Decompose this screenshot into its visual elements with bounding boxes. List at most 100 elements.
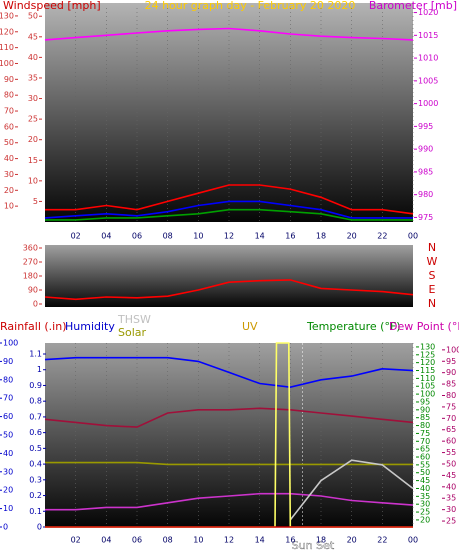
y-tick-label: 125 bbox=[420, 350, 435, 359]
x-tick-label: 12 bbox=[224, 536, 234, 545]
y-tick-label: 30 bbox=[28, 94, 38, 103]
y-tick-label: 10 bbox=[28, 176, 38, 185]
series-line bbox=[44, 200, 413, 219]
y-tick-label: 120 bbox=[0, 27, 14, 36]
y-tick-label: 0 bbox=[37, 523, 42, 532]
x-tick-label: 14 bbox=[255, 232, 265, 241]
legend-entry: Rainfall (.in) bbox=[0, 320, 67, 333]
y-tick-label: 50 bbox=[446, 459, 456, 468]
x-tick-label: 16 bbox=[285, 232, 295, 241]
x-tick-label: 06 bbox=[132, 232, 142, 241]
compass-label: N bbox=[428, 297, 436, 310]
y-tick-label: 75 bbox=[420, 429, 430, 438]
x-tick-label: 18 bbox=[316, 536, 326, 545]
y-tick-label: 90 bbox=[420, 405, 430, 414]
x-tick-label: 02 bbox=[71, 536, 81, 545]
y-tick-label: 70 bbox=[3, 394, 13, 403]
y-tick-label: 45 bbox=[446, 471, 456, 480]
y-tick-label: 30 bbox=[420, 500, 430, 509]
x-tick-label: 02 bbox=[71, 232, 81, 241]
y-tick-label: 40 bbox=[446, 482, 456, 491]
y-tick-label: 0.1 bbox=[29, 507, 42, 516]
y-label: Windspeed [mph] bbox=[3, 0, 101, 12]
legend-entry: Solar bbox=[118, 326, 147, 339]
x-tick-label: 22 bbox=[377, 232, 387, 241]
y-tick-label: 100 bbox=[0, 59, 14, 68]
y-tick-label: 60 bbox=[420, 453, 430, 462]
y-tick-label: 80 bbox=[4, 91, 14, 100]
legend-entry: Humidity bbox=[65, 320, 115, 333]
y-tick-label: 50 bbox=[420, 468, 430, 477]
x-tick-label: 04 bbox=[101, 232, 111, 241]
y-tick-label: 130 bbox=[0, 11, 14, 20]
series-line bbox=[44, 356, 414, 389]
x-tick-label: 20 bbox=[347, 536, 357, 545]
y-tick-label: 105 bbox=[420, 382, 435, 391]
y2-label: Barometer [mb] bbox=[369, 0, 457, 12]
y-tick-label: 0.2 bbox=[29, 491, 42, 500]
y-tick-label: 0 bbox=[33, 300, 38, 309]
y-tick-label: 65 bbox=[446, 425, 456, 434]
y-tick-label: 1010 bbox=[418, 54, 438, 63]
y-tick-label: 35 bbox=[420, 492, 430, 501]
y-tick-label: 20 bbox=[4, 186, 14, 195]
y-tick-label: 80 bbox=[446, 391, 456, 400]
y-tick-label: 40 bbox=[420, 484, 430, 493]
x-tick-label: 10 bbox=[193, 232, 203, 241]
y-tick-label: 30 bbox=[3, 467, 13, 476]
y-tick-label: 80 bbox=[3, 375, 13, 384]
y-tick-label: 0.4 bbox=[29, 460, 42, 469]
x-tick-label: 16 bbox=[285, 536, 295, 545]
y-tick-label: 70 bbox=[446, 414, 456, 423]
y-tick-label: 20 bbox=[28, 135, 38, 144]
y-tick-label: 45 bbox=[28, 32, 38, 41]
x-tick-label: 12 bbox=[224, 232, 234, 241]
x-tick-label: 08 bbox=[163, 536, 173, 545]
y-tick-label: 20 bbox=[3, 486, 13, 495]
y-tick-label: 980 bbox=[418, 190, 433, 199]
y-tick-label: 115 bbox=[420, 366, 435, 375]
y-tick-label: 1020 bbox=[418, 8, 438, 17]
y-tick-label: 1000 bbox=[418, 99, 438, 108]
series-line bbox=[45, 184, 414, 215]
y-tick-label: 50 bbox=[4, 138, 14, 147]
compass-label: E bbox=[429, 283, 436, 296]
y-tick-label: 1 bbox=[37, 365, 42, 374]
x-tick-label: 18 bbox=[316, 232, 326, 241]
y-tick-label: 130 bbox=[420, 342, 435, 351]
x-tick-label: 08 bbox=[163, 232, 173, 241]
x-tick-label: 20 bbox=[347, 232, 357, 241]
y-tick-label: 110 bbox=[0, 43, 14, 52]
y-tick-label: 65 bbox=[420, 445, 430, 454]
y-tick-label: 90 bbox=[4, 75, 14, 84]
y-tick-label: 270 bbox=[23, 258, 38, 267]
y-tick-label: 80 bbox=[420, 421, 430, 430]
y-tick-label: 25 bbox=[446, 517, 456, 526]
y-tick-label: 85 bbox=[446, 380, 456, 389]
y-tick-label: 985 bbox=[418, 167, 433, 176]
y-tick-label: 1015 bbox=[418, 31, 438, 40]
x-tick-label: 00 bbox=[408, 536, 418, 545]
y-tick-label: 40 bbox=[3, 449, 13, 458]
y-tick-label: 100 bbox=[420, 390, 435, 399]
legend-entry: Temperature (°F) bbox=[306, 320, 401, 333]
y-tick-label: 360 bbox=[23, 244, 38, 253]
series-line bbox=[44, 279, 414, 301]
series-line bbox=[44, 27, 414, 41]
y-tick-label: 100 bbox=[3, 339, 18, 348]
y-tick-label: 995 bbox=[418, 122, 433, 131]
annotation: Sun Set bbox=[292, 539, 335, 552]
y-tick-label: 180 bbox=[23, 272, 38, 281]
y-tick-label: 40 bbox=[4, 154, 14, 163]
x-tick-label: 10 bbox=[193, 536, 203, 545]
y-tick-label: 25 bbox=[420, 508, 430, 517]
y-tick-label: 95 bbox=[420, 397, 430, 406]
y-tick-label: 30 bbox=[4, 170, 14, 179]
y-tick-label: 100 bbox=[446, 345, 459, 354]
y-tick-label: 75 bbox=[446, 402, 456, 411]
y-tick-label: 40 bbox=[28, 53, 38, 62]
y-tick-label: 90 bbox=[28, 286, 38, 295]
y-tick-label: 35 bbox=[28, 73, 38, 82]
x-tick-label: 14 bbox=[255, 536, 265, 545]
